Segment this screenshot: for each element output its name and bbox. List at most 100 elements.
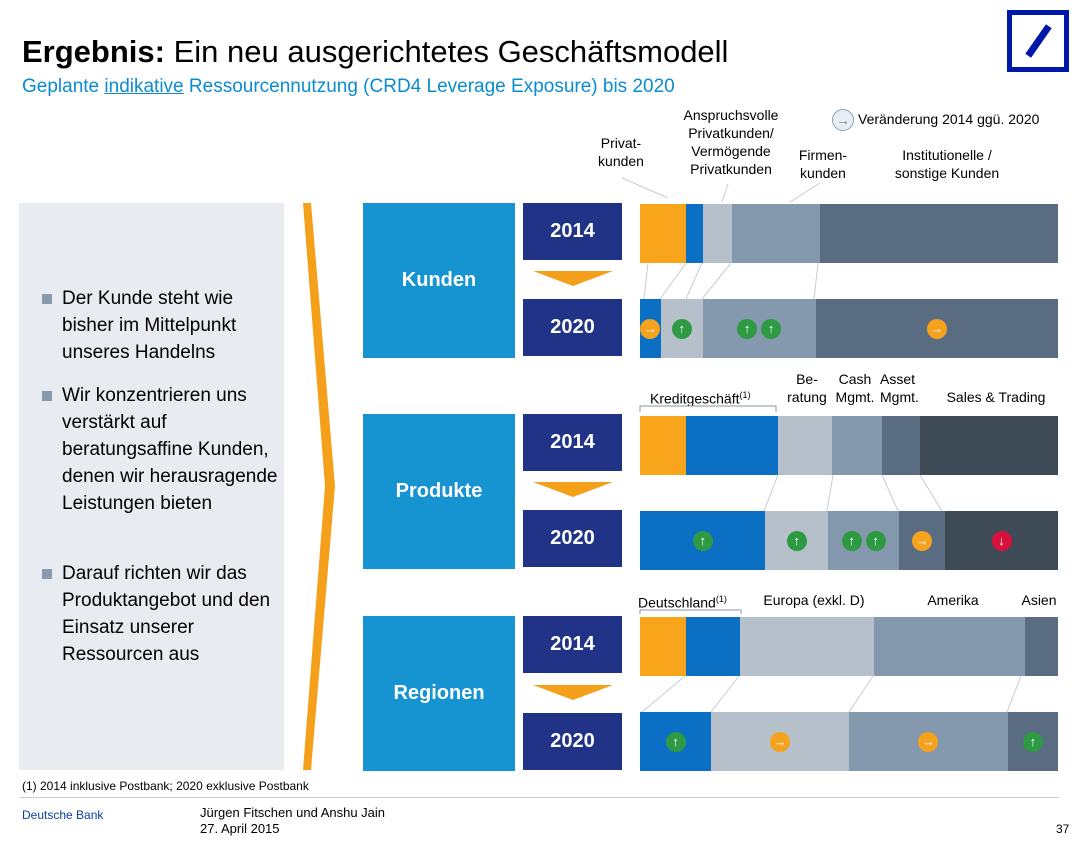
arrow-up-icon: ↑ xyxy=(761,318,782,339)
bar-kunden-2014 xyxy=(640,204,1058,263)
kunden-segment-5 xyxy=(819,204,1058,263)
arrow-up-icon: ↑ xyxy=(671,318,692,339)
arrow-up-icon: ↑ xyxy=(786,530,807,551)
bar-kunden-2020: → ↑ ↑ ↑ → xyxy=(640,299,1058,358)
label-beratung: Be- ratung xyxy=(787,371,827,405)
label-cash-mgmt: Cash Mgmt. xyxy=(835,371,875,405)
arrow-right-icon: → xyxy=(912,530,933,551)
key-messages-panel xyxy=(19,203,284,770)
bullet-square-icon xyxy=(42,294,52,304)
kunden-segment-4: → xyxy=(815,299,1058,358)
label-asset-mgmt: Asset Mgmt. xyxy=(880,371,919,405)
bar-produkte-2020: ↑ ↑ ↑ ↑ → ↓ xyxy=(640,511,1058,570)
produkte-segment-1 xyxy=(640,416,686,475)
kunden-segment-2: ↑ xyxy=(660,299,703,358)
year-2020-regionen: 2020 xyxy=(523,713,622,770)
label-kreditgeschaeft: Kreditgeschäft(1) xyxy=(650,390,751,407)
arrow-right-icon: → xyxy=(926,318,947,339)
bar-produkte-2014 xyxy=(640,416,1058,475)
produkte-segment-3 xyxy=(777,416,833,475)
arrow-right-icon: → xyxy=(832,109,854,131)
arrow-up-icon: ↑ xyxy=(865,530,886,551)
presentation-date: 27. April 2015 xyxy=(200,821,280,836)
footer-presenters: Jürgen Fitschen und Anshu Jain 27. April… xyxy=(200,805,385,837)
title-bold: Ergebnis: xyxy=(22,34,165,69)
bullet-2: Wir konzentrieren uns verstärkt auf bera… xyxy=(42,382,278,544)
produkte-segment-4 xyxy=(832,416,883,475)
year-2014-produkte: 2014 xyxy=(523,414,622,471)
down-triangle-icon xyxy=(533,271,613,286)
produkte-segment-1: ↑ xyxy=(640,511,766,570)
regionen-segment-5 xyxy=(1024,617,1058,676)
label-asien: Asien xyxy=(1021,592,1057,608)
page-subtitle: Geplante indikative Ressourcennutzung (C… xyxy=(22,76,675,97)
label-europa: Europa (exkl. D) xyxy=(763,592,865,608)
regionen-segment-2: → xyxy=(711,712,849,771)
kunden-segment-1 xyxy=(640,204,686,263)
subtitle-underlined: indikative xyxy=(104,76,184,97)
footnote: (1) 2014 inklusive Postbank; 2020 exklus… xyxy=(22,779,309,793)
arrow-up-icon: ↑ xyxy=(665,731,686,752)
kunden-segment-3 xyxy=(702,204,732,263)
arrow-down-icon: ↓ xyxy=(991,530,1012,551)
label-privatkunden: Privat- kunden xyxy=(598,135,644,169)
year-2020-kunden: 2020 xyxy=(523,299,622,356)
deutsche-bank-logo xyxy=(1007,10,1069,72)
regionen-segment-4 xyxy=(874,617,1025,676)
down-triangle-icon xyxy=(533,482,613,497)
bar-regionen-2020: ↑ → → ↑ xyxy=(640,712,1058,771)
label-firmenkunden: Firmen- kunden xyxy=(798,147,848,181)
produkte-segment-3: ↑ ↑ xyxy=(828,511,900,570)
regionen-segment-3 xyxy=(740,617,875,676)
category-kunden: Kunden xyxy=(363,203,515,358)
regionen-segment-3: → xyxy=(848,712,1008,771)
presenters: Jürgen Fitschen und Anshu Jain xyxy=(200,805,386,820)
legend: → Veränderung 2014 ggü. 2020 xyxy=(832,109,1072,132)
produkte-segment-4: → xyxy=(899,511,946,570)
regionen-segment-2 xyxy=(685,617,741,676)
title-rest: Ein neu ausgerichtetes Geschäftsmodell xyxy=(164,34,729,69)
regionen-segment-1: ↑ xyxy=(640,712,712,771)
kunden-segment-2 xyxy=(685,204,703,263)
produkte-segment-2: ↑ xyxy=(765,511,829,570)
label-amerika: Amerika xyxy=(927,592,979,608)
down-triangle-icon xyxy=(533,685,613,700)
chevron-arrow-icon xyxy=(303,203,335,770)
page-title: Ergebnis: Ein neu ausgerichtetes Geschäf… xyxy=(22,34,728,70)
arrow-right-icon: → xyxy=(770,731,791,752)
category-regionen: Regionen xyxy=(363,616,515,771)
produkte-segment-5: ↓ xyxy=(945,511,1058,570)
kunden-segment-4 xyxy=(731,204,820,263)
label-anspruchsvolle-privatkunden: Anspruchsvolle Privatkunden/ Vermögende … xyxy=(683,107,779,177)
arrow-up-icon: ↑ xyxy=(1022,731,1043,752)
bullet-3: Darauf richten wir das Produktangebot un… xyxy=(42,560,277,695)
kunden-segment-1: → xyxy=(640,299,661,358)
produkte-segment-2 xyxy=(685,416,778,475)
bar-regionen-2014 xyxy=(640,617,1058,676)
category-produkte: Produkte xyxy=(363,414,515,569)
bullet-square-icon xyxy=(42,569,52,579)
year-2014-kunden: 2014 xyxy=(523,203,622,260)
bullet-square-icon xyxy=(42,391,52,401)
produkte-segment-6 xyxy=(920,416,1058,475)
label-sales-trading: Sales & Trading xyxy=(946,389,1046,405)
footer-divider xyxy=(19,797,1059,798)
arrow-up-icon: ↑ xyxy=(737,318,758,339)
regionen-segment-1 xyxy=(640,617,686,676)
page-number: 37 xyxy=(1056,822,1070,836)
year-2014-regionen: 2014 xyxy=(523,616,622,673)
arrow-up-icon: ↑ xyxy=(692,530,713,551)
arrow-up-icon: ↑ xyxy=(841,530,862,551)
regionen-segment-4: ↑ xyxy=(1007,712,1058,771)
arrow-right-icon: → xyxy=(918,731,939,752)
kunden-segment-3: ↑ ↑ xyxy=(702,299,816,358)
footer-brand: Deutsche Bank xyxy=(22,808,104,822)
produkte-segment-5 xyxy=(882,416,921,475)
legend-text: Veränderung 2014 ggü. 2020 xyxy=(858,111,1040,127)
bullet-1: Der Kunde steht wie bisher im Mittelpunk… xyxy=(42,285,277,366)
label-institutionelle-kunden: Institutionelle / sonstige Kunden xyxy=(894,147,1000,181)
arrow-right-icon: → xyxy=(640,318,661,339)
label-deutschland: Deutschland(1) xyxy=(638,594,727,611)
year-2020-produkte: 2020 xyxy=(523,510,622,567)
